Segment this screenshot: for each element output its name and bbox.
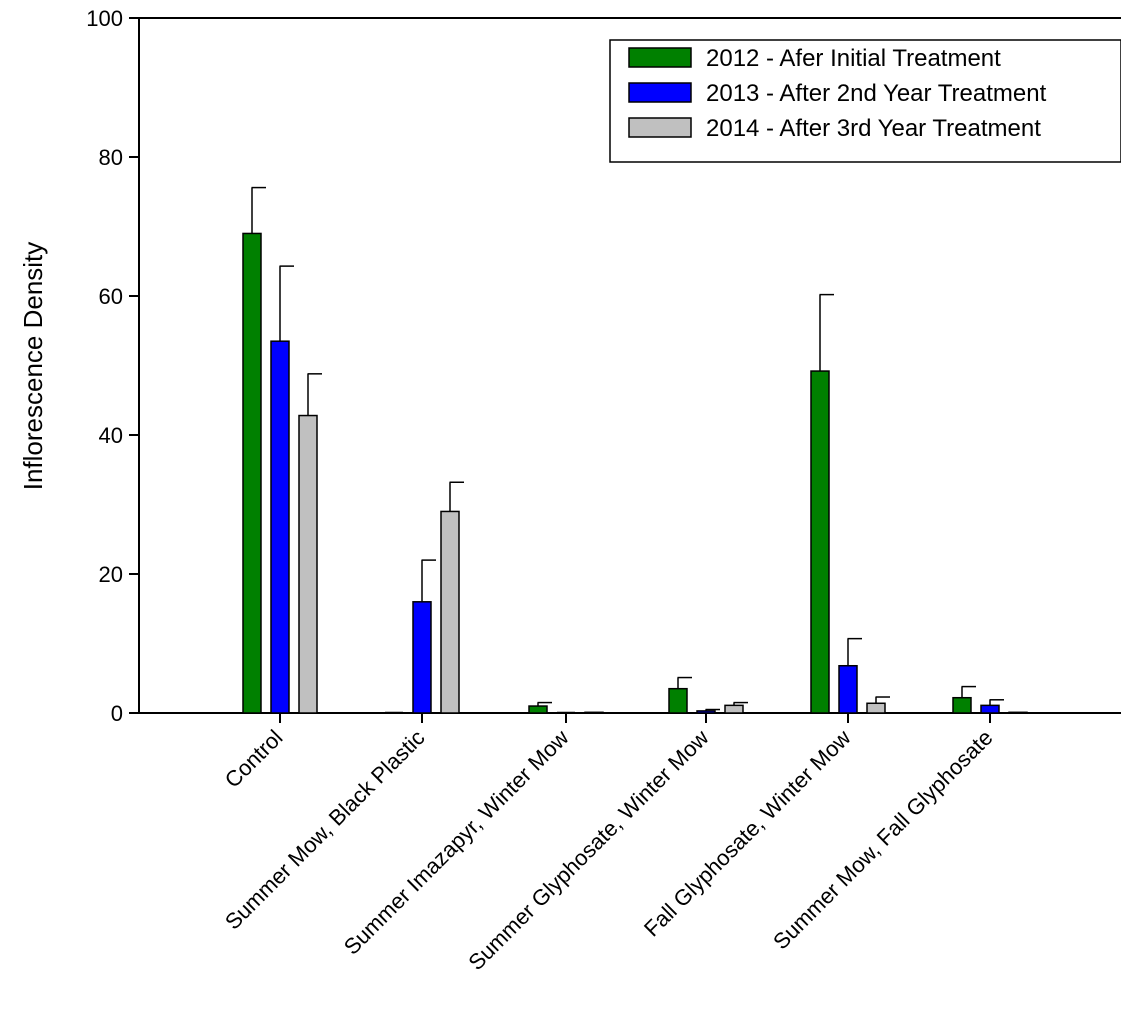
bar bbox=[1008, 711, 1028, 714]
y-tick-label: 100 bbox=[86, 6, 123, 31]
legend-entry: 2012 - Afer Initial Treatment bbox=[706, 45, 1001, 72]
y-tick-label: 60 bbox=[99, 284, 123, 309]
bar bbox=[584, 711, 604, 714]
bar bbox=[242, 232, 262, 714]
bar bbox=[838, 664, 858, 714]
legend-box bbox=[609, 39, 1121, 163]
bar bbox=[412, 601, 432, 714]
bar bbox=[980, 704, 1000, 714]
bar bbox=[952, 696, 972, 714]
legend-swatch bbox=[628, 117, 692, 138]
bar bbox=[810, 370, 830, 714]
legend-swatch bbox=[628, 47, 692, 68]
x-tick-label: Summer Glyphosate, Winter Mow bbox=[463, 725, 713, 975]
x-tick-label: Control bbox=[220, 725, 288, 793]
bar bbox=[270, 340, 290, 714]
y-tick-label: 20 bbox=[99, 562, 123, 587]
x-tick-label: Summer Imazapyr, Winter Mow bbox=[339, 725, 574, 960]
y-axis-title: Inflorescence Density bbox=[18, 242, 48, 491]
bar bbox=[668, 687, 688, 714]
bar bbox=[528, 705, 548, 714]
y-tick-label: 80 bbox=[99, 145, 123, 170]
legend-entry: 2013 - After 2nd Year Treatment bbox=[706, 80, 1047, 107]
y-tick-label: 40 bbox=[99, 423, 123, 448]
legend-swatch bbox=[628, 82, 692, 103]
y-tick-label: 0 bbox=[111, 701, 123, 726]
legend: 2012 - Afer Initial Treatment 2013 - Afte… bbox=[609, 39, 1121, 163]
bars bbox=[242, 186, 1028, 714]
bar bbox=[440, 510, 460, 714]
bar bbox=[696, 710, 716, 714]
legend-entry: 2014 - After 3rd Year Treatment bbox=[706, 115, 1041, 142]
bar bbox=[724, 704, 744, 714]
bar bbox=[866, 702, 886, 714]
bar bbox=[298, 414, 318, 714]
